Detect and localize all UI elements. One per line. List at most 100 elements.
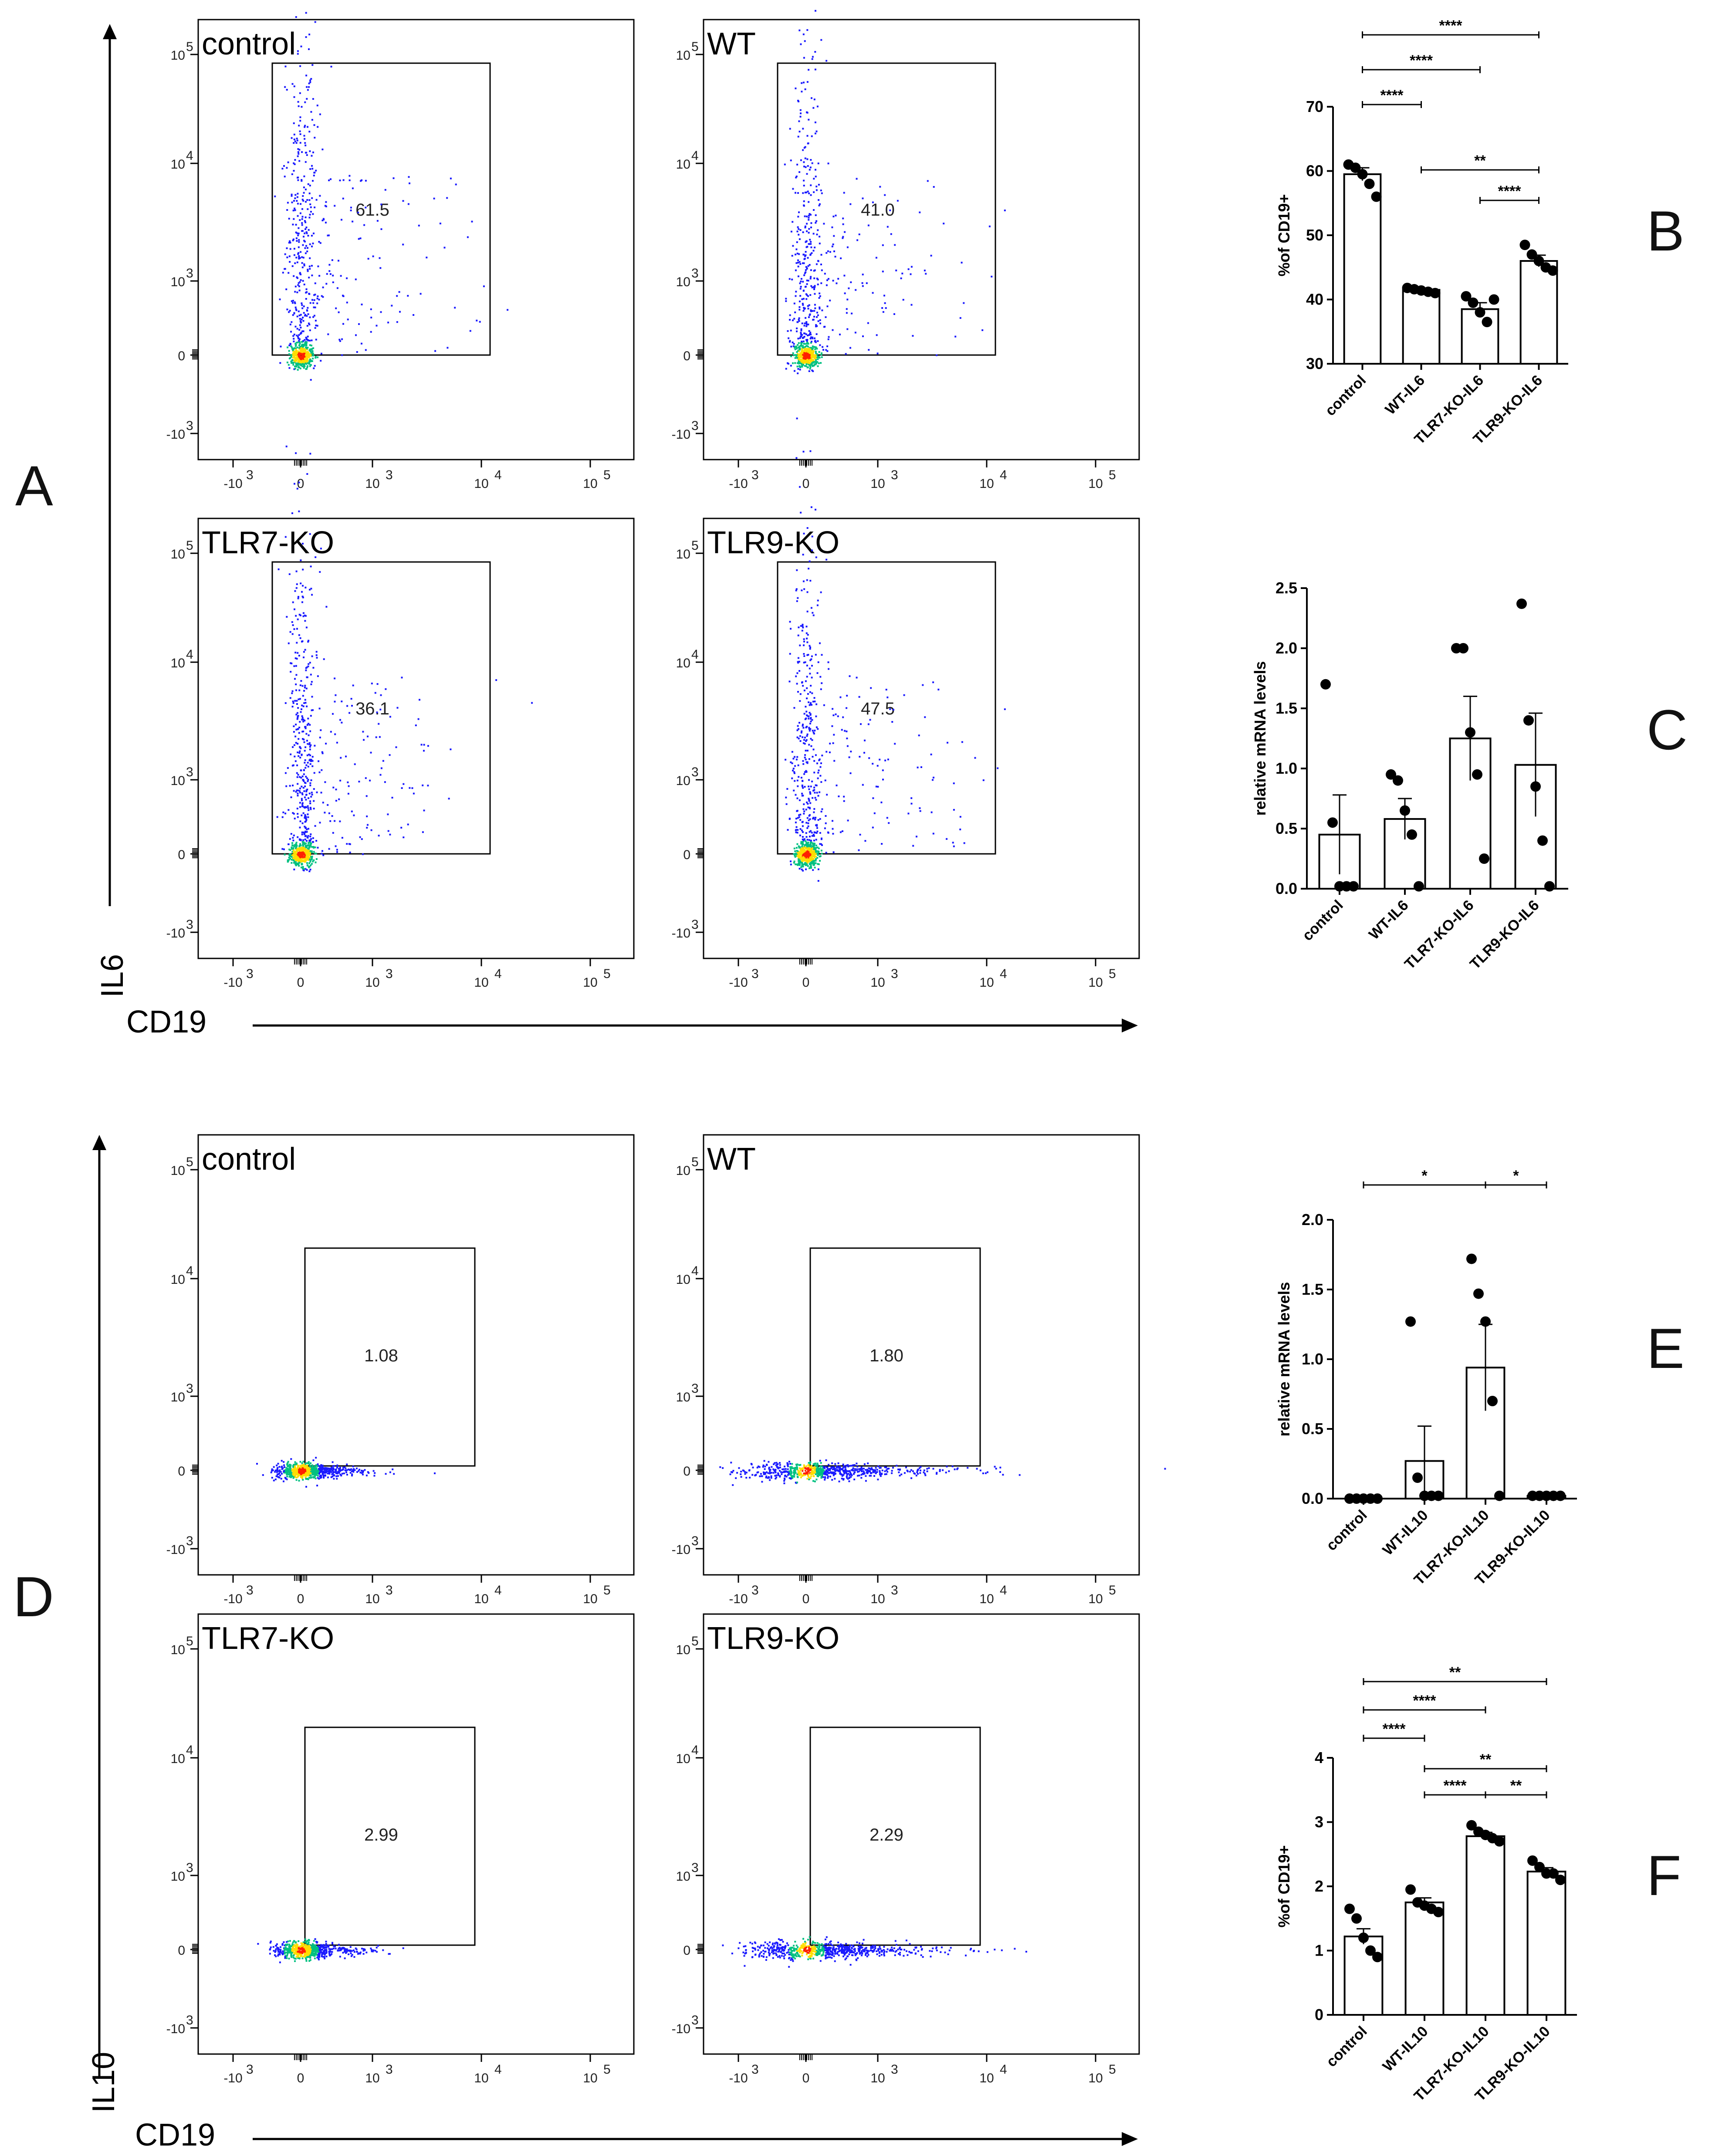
event-dot [802,836,804,838]
event-dot [331,1470,333,1472]
event-dot [802,1467,804,1469]
event-dot [299,847,301,849]
event-dot [812,310,814,312]
flow-plot-frame [197,19,635,460]
event-dot [302,843,304,845]
event-dot [306,325,308,327]
event-dot [810,785,812,788]
event-dot [321,149,324,150]
event-dot [334,701,336,703]
event-dot [798,660,800,663]
x-tick-exponent: 3 [386,468,393,482]
event-dot [804,227,806,229]
event-dot [375,736,377,738]
event-dot [808,316,810,318]
event-dot [810,717,812,719]
event-dot [809,730,811,732]
event-dot [311,863,313,865]
event-dot [816,604,819,606]
event-dot [294,353,296,355]
event-dot [335,1472,337,1474]
event-dot [292,362,294,364]
event-dot [361,179,363,181]
event-dot [805,355,807,357]
event-dot [808,201,810,203]
event-dot [308,277,310,279]
event-dot [804,358,806,360]
event-dot [798,345,801,348]
event-dot [797,1473,799,1475]
event-dot [796,600,798,602]
event-dot [291,193,293,196]
event-dot [798,854,799,856]
gate [777,561,996,855]
event-dot [296,315,298,318]
event-dot [349,843,351,845]
event-dot [785,1476,788,1478]
event-dot [307,641,309,643]
event-dot [294,194,297,196]
event-dot [330,1471,332,1473]
event-dot [797,216,799,218]
event-dot [300,777,302,779]
event-dot [750,1463,752,1465]
events [256,1457,436,1488]
event-dot [792,188,794,190]
event-dot [287,1461,289,1463]
event-dot [982,779,985,781]
event-dot [803,166,805,168]
event-dot [301,858,303,860]
event-dot [302,839,305,841]
event-dot [301,855,304,857]
event-dot [320,352,322,355]
event-dot [310,674,312,676]
event-dot [313,788,315,790]
event-dot [961,741,963,743]
event-dot [845,353,847,355]
event-dot [802,785,803,788]
event-dot [827,1468,829,1470]
event-dot [295,846,298,848]
event-dot [301,256,303,258]
event-dot [342,197,344,200]
event-dot [310,1462,311,1464]
event-dot [797,353,799,355]
event-dot [380,203,382,206]
event-dot [311,1471,313,1473]
event-dot [806,762,809,764]
event-dot [816,792,818,794]
event-dot [313,772,315,774]
event-dot [295,847,297,849]
event-dot [807,308,809,310]
event-dot [338,260,339,262]
event-dot [910,273,912,275]
event-dot [309,748,311,751]
event-dot [299,826,301,829]
event-dot [293,849,294,851]
event-dot [310,364,312,366]
event-dot [384,781,386,783]
event-dot [806,223,808,225]
event-dot [336,1464,338,1466]
event-dot [789,1468,792,1470]
event-dot [291,512,293,514]
event-dot [956,1468,958,1470]
event-dot [808,348,810,350]
y-tick-label: 10 [171,1273,185,1287]
event-dot [806,135,809,137]
event-dot [328,848,330,850]
event-dot [382,760,384,762]
event-dot [825,1459,827,1461]
event-dot [276,1475,278,1477]
event-dot [807,654,809,656]
event-dot [805,822,808,824]
event-dot [298,149,301,151]
event-dot [816,846,819,849]
event-dot [318,771,321,773]
event-dot [306,831,308,833]
event-dot [308,839,311,841]
gate [809,1247,981,1467]
x-tick-label: 0 [297,477,305,491]
event-dot [302,718,305,721]
event-dot [801,82,803,84]
